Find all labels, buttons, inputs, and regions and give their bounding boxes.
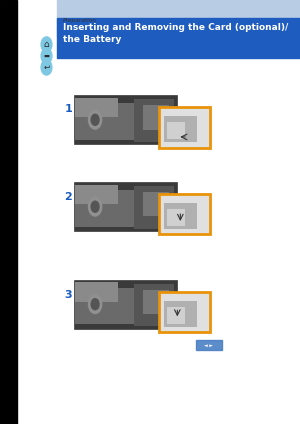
Bar [57,18,300,58]
Bar [159,292,210,332]
Circle shape [91,201,99,212]
Circle shape [88,111,102,129]
Circle shape [91,298,99,310]
Bar [74,280,177,329]
Bar [75,185,118,204]
Bar [75,98,118,117]
Bar [142,192,169,216]
Bar [167,122,185,139]
Bar [142,105,169,130]
Bar [75,288,147,324]
Bar [164,301,197,327]
Circle shape [41,37,52,52]
Bar [196,340,222,350]
Bar [75,103,147,140]
Text: Preparation: Preparation [63,18,97,23]
Bar [0,0,16,424]
Text: 3: 3 [64,290,72,301]
Bar [134,186,174,229]
Bar [75,282,118,302]
Circle shape [88,295,102,314]
Bar [74,95,177,144]
Circle shape [91,114,99,126]
Bar [134,99,174,142]
Bar [159,194,210,234]
Circle shape [41,48,52,64]
Bar [164,203,197,229]
Text: 1: 1 [64,104,72,114]
Circle shape [41,60,52,75]
Text: 2: 2 [64,192,72,202]
Bar [142,290,169,314]
Bar [57,0,300,36]
Bar [74,182,177,231]
Text: Inserting and Removing the Card (optional)/
the Battery: Inserting and Removing the Card (optiona… [63,23,288,45]
Bar [167,307,185,324]
Circle shape [88,197,102,216]
Bar [159,107,210,148]
Bar [164,116,197,142]
Bar [167,209,185,226]
Text: ⌂: ⌂ [44,40,50,49]
Text: ▬: ▬ [44,53,50,59]
Bar [75,190,147,227]
Bar [134,284,174,326]
Text: ◄ ►: ◄ ► [204,343,213,348]
Text: ↩: ↩ [43,63,50,72]
